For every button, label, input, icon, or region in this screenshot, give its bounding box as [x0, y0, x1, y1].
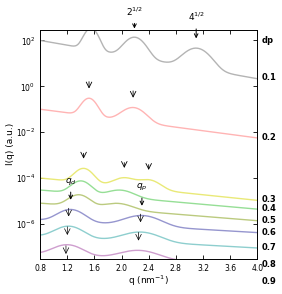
Y-axis label: I(q) (a.u.): I(q) (a.u.) [6, 123, 15, 165]
Text: 0.5: 0.5 [261, 216, 276, 225]
Text: $q_d$: $q_d$ [65, 176, 77, 199]
Text: 0.6: 0.6 [261, 228, 276, 237]
Text: 1: 1 [0, 293, 1, 294]
Text: 0.8: 0.8 [261, 260, 276, 269]
Text: $2^{1/2}$: $2^{1/2}$ [126, 5, 143, 27]
Text: 0.9: 0.9 [261, 277, 276, 286]
Text: $q_p$: $q_p$ [136, 181, 148, 205]
Text: 0.2: 0.2 [261, 133, 276, 141]
Text: $4^{1/2}$: $4^{1/2}$ [188, 11, 205, 37]
Text: 0.7: 0.7 [261, 243, 276, 252]
X-axis label: q (nm$^{-1}$): q (nm$^{-1}$) [128, 274, 169, 288]
Text: 0.3: 0.3 [261, 195, 276, 204]
Text: 0.4: 0.4 [261, 204, 276, 213]
Text: 0.1: 0.1 [261, 73, 276, 82]
Text: dp: dp [261, 36, 274, 45]
